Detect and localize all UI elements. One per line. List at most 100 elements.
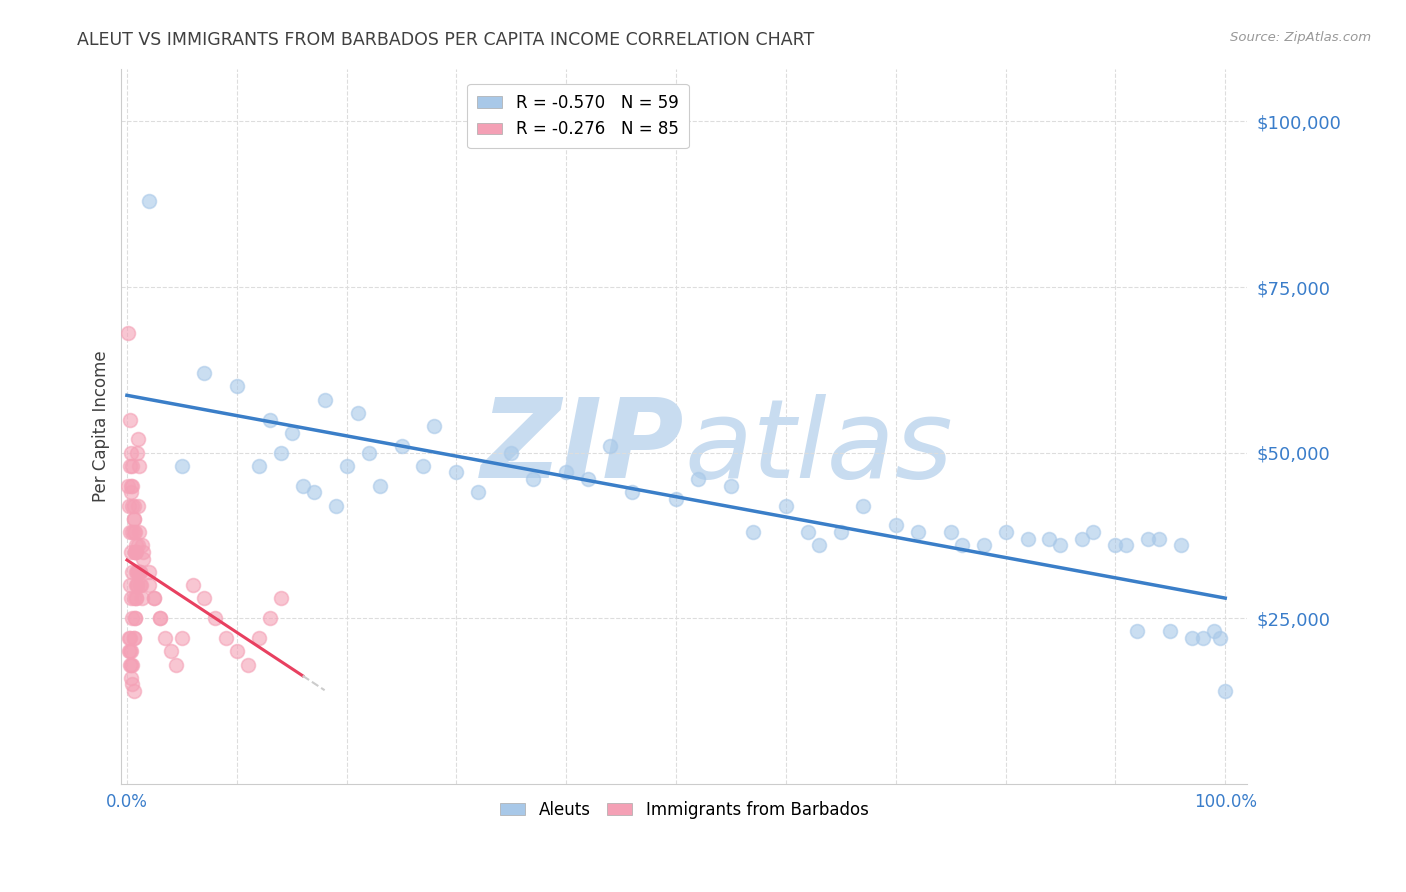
Point [1209, 631, 1232, 645]
Point [121, 565, 143, 579]
Point [122, 631, 145, 645]
Point [1137, 532, 1160, 546]
Point [302, 485, 325, 500]
Point [132, 545, 155, 559]
Point [280, 425, 302, 440]
Point [117, 326, 139, 341]
Point [181, 578, 204, 592]
Point [830, 525, 852, 540]
Point [120, 458, 142, 473]
Point [215, 631, 238, 645]
Point [325, 499, 347, 513]
Point [122, 512, 145, 526]
Point [994, 525, 1017, 540]
Point [467, 485, 489, 500]
Point [165, 657, 187, 672]
Point [121, 677, 143, 691]
Point [138, 578, 160, 592]
Legend: Aleuts, Immigrants from Barbados: Aleuts, Immigrants from Barbados [494, 794, 875, 825]
Point [120, 412, 142, 426]
Point [621, 485, 644, 500]
Point [807, 538, 830, 552]
Point [170, 631, 193, 645]
Point [599, 439, 621, 453]
Point [1204, 624, 1226, 639]
Point [124, 545, 146, 559]
Point [122, 499, 145, 513]
Point [1213, 684, 1236, 698]
Point [128, 525, 150, 540]
Point [576, 472, 599, 486]
Point [121, 525, 143, 540]
Point [259, 412, 281, 426]
Point [259, 611, 281, 625]
Point [446, 466, 468, 480]
Point [127, 538, 149, 552]
Text: ZIP: ZIP [481, 394, 685, 501]
Point [122, 591, 145, 606]
Point [973, 538, 995, 552]
Point [270, 445, 292, 459]
Point [124, 611, 146, 625]
Point [1083, 525, 1105, 540]
Point [1071, 532, 1094, 546]
Point [143, 591, 166, 606]
Point [160, 644, 183, 658]
Point [120, 479, 142, 493]
Point [121, 458, 143, 473]
Point [170, 458, 193, 473]
Point [120, 545, 142, 559]
Point [127, 433, 149, 447]
Point [1181, 631, 1204, 645]
Point [314, 392, 336, 407]
Point [939, 525, 962, 540]
Point [236, 657, 259, 672]
Point [155, 631, 177, 645]
Point [118, 644, 141, 658]
Point [125, 591, 148, 606]
Point [120, 671, 142, 685]
Point [686, 472, 709, 486]
Point [907, 525, 929, 540]
Point [1017, 532, 1039, 546]
Point [193, 366, 215, 380]
Point [120, 578, 142, 592]
Point [128, 458, 150, 473]
Text: ALEUT VS IMMIGRANTS FROM BARBADOS PER CAPITA INCOME CORRELATION CHART: ALEUT VS IMMIGRANTS FROM BARBADOS PER CA… [77, 31, 814, 49]
Point [120, 525, 142, 540]
Point [1126, 624, 1149, 639]
Point [120, 657, 142, 672]
Point [423, 419, 446, 434]
Point [225, 379, 247, 393]
Point [1149, 532, 1171, 546]
Point [125, 538, 148, 552]
Point [1049, 538, 1071, 552]
Point [120, 644, 142, 658]
Point [143, 591, 166, 606]
Point [346, 406, 368, 420]
Point [149, 611, 172, 625]
Point [124, 545, 146, 559]
Point [270, 591, 292, 606]
Point [1104, 538, 1126, 552]
Point [742, 525, 765, 540]
Point [122, 525, 145, 540]
Point [125, 445, 148, 459]
Point [120, 445, 142, 459]
Point [247, 631, 270, 645]
Point [1170, 538, 1192, 552]
Point [336, 458, 359, 473]
Point [193, 591, 215, 606]
Point [247, 458, 270, 473]
Point [131, 538, 153, 552]
Point [125, 578, 148, 592]
Point [884, 518, 907, 533]
Point [125, 578, 148, 592]
Point [138, 565, 160, 579]
Point [391, 439, 413, 453]
Point [129, 578, 152, 592]
Point [117, 479, 139, 493]
Point [121, 479, 143, 493]
Point [129, 565, 152, 579]
Point [125, 545, 148, 559]
